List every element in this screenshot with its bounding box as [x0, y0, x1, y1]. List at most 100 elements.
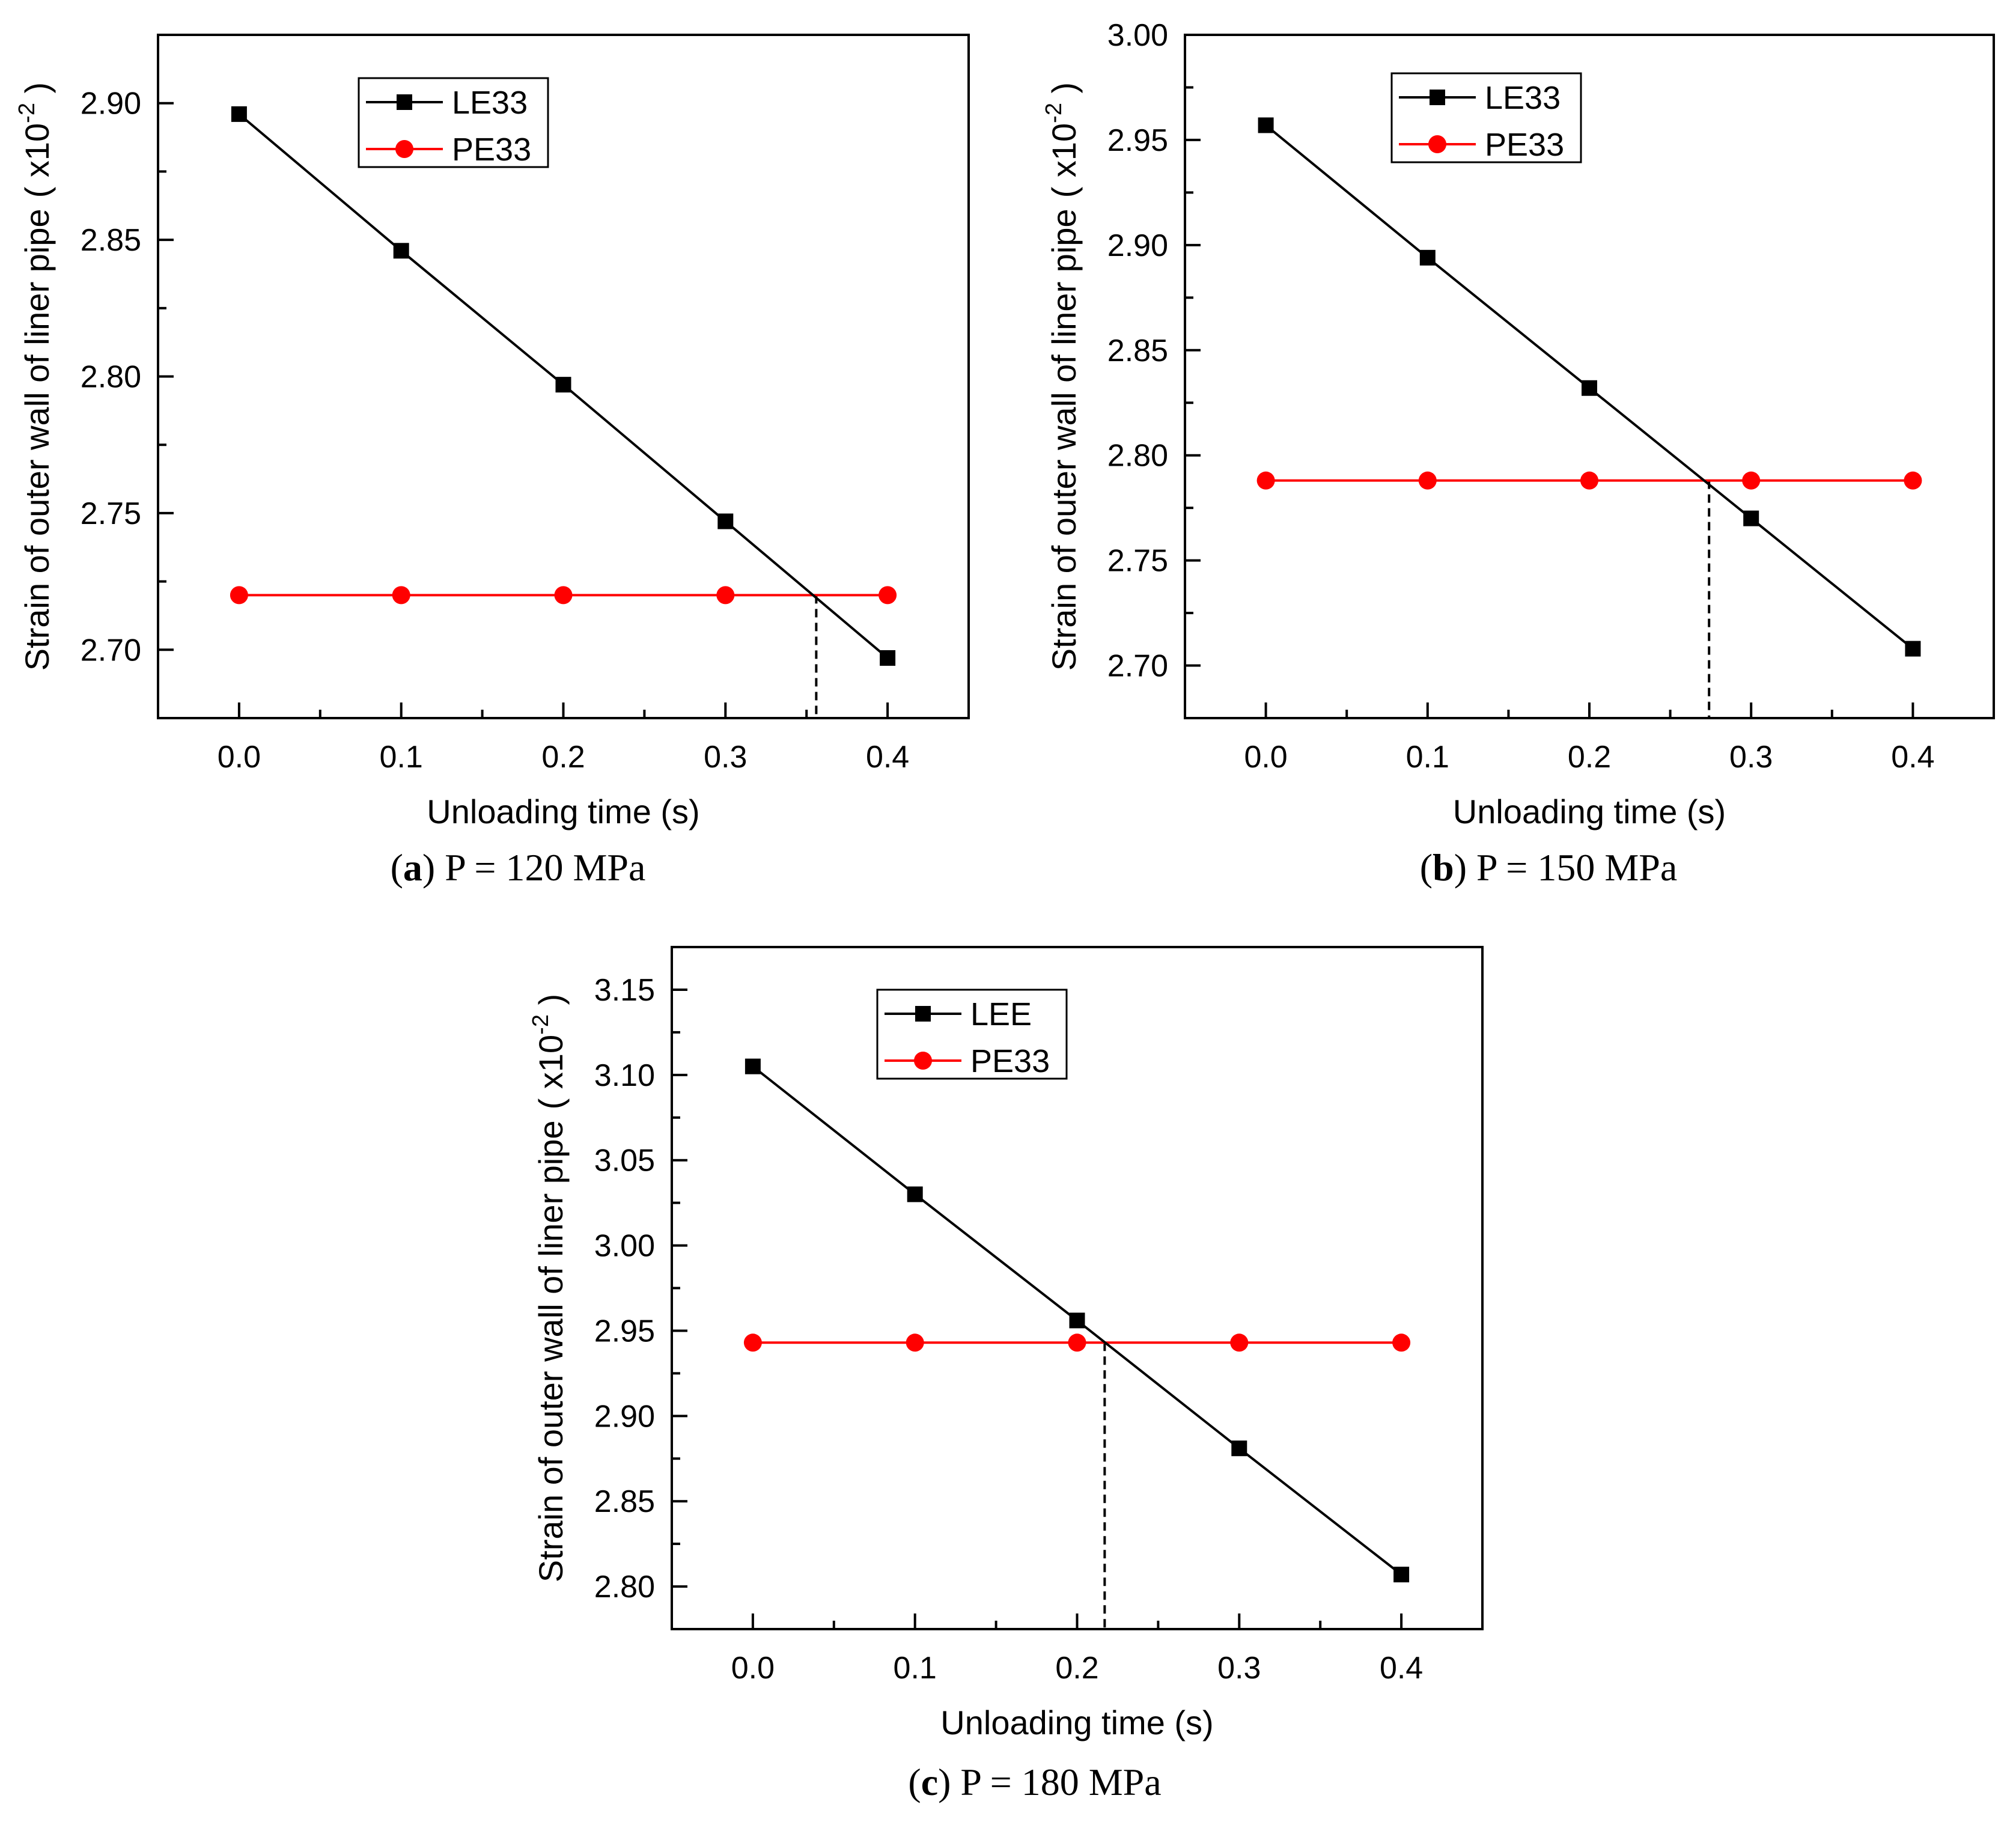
- data-point-pe33: [879, 586, 897, 605]
- data-point-le33: [717, 513, 734, 529]
- x-tick-label: 0.2: [541, 740, 585, 775]
- y-tick-label: 2.75: [81, 496, 141, 531]
- data-point-pe33: [1580, 471, 1598, 490]
- x-axis-label: Unloading time (s): [427, 793, 699, 830]
- caption-close-paren: ): [1454, 846, 1467, 889]
- legend-marker: [397, 94, 412, 110]
- x-tick-label: 0.2: [1568, 740, 1611, 775]
- caption-text: P = 120 MPa: [435, 846, 645, 889]
- legend-marker: [395, 140, 413, 158]
- panel-caption: (b) P = 150 MPa: [1420, 846, 1677, 889]
- data-point-pe33: [743, 1333, 762, 1352]
- plot-frame: [671, 946, 1484, 1630]
- data-point-le33: [393, 243, 409, 259]
- data-point-le33: [1419, 249, 1436, 266]
- data-point-le33: [231, 106, 247, 122]
- y-tick-label: 2.75: [1107, 544, 1168, 579]
- y-tick-label: 2.80: [1107, 439, 1168, 474]
- y-axis-label: Strain of outer wall of liner pipe ( x10-…: [528, 994, 570, 1582]
- x-tick-label: 0.3: [704, 740, 747, 775]
- caption-open-paren: (: [908, 1761, 921, 1803]
- y-axis-label-text: Strain of outer wall of liner pipe: [532, 1120, 570, 1582]
- y-axis-unit: ( x10: [1045, 123, 1083, 198]
- y-tick-label: 2.95: [594, 1314, 655, 1348]
- caption-letter: b: [1433, 846, 1454, 889]
- x-tick-label: 0.0: [1244, 740, 1287, 775]
- data-point-pe33: [1742, 471, 1761, 490]
- data-point-pe33: [230, 586, 248, 605]
- x-tick-label: 0.0: [218, 740, 261, 775]
- data-point-pe33: [392, 586, 410, 605]
- data-point-lee: [907, 1186, 923, 1202]
- y-tick-label: 2.85: [81, 223, 141, 258]
- x-tick-label: 0.1: [380, 740, 423, 775]
- caption-letter: a: [403, 846, 422, 889]
- y-axis-unit-close: ): [18, 82, 56, 103]
- y-axis-unit-exponent: -2: [14, 103, 40, 123]
- y-axis-label: Strain of outer wall of liner pipe ( x10-…: [1041, 82, 1083, 671]
- y-tick-label: 2.90: [594, 1399, 655, 1434]
- y-axis-unit: ( x10: [18, 123, 56, 198]
- data-point-pe33: [1392, 1333, 1411, 1352]
- x-tick-label: 0.0: [731, 1651, 775, 1686]
- data-point-le33: [555, 377, 571, 393]
- y-axis-unit-close: ): [1045, 82, 1083, 103]
- x-tick-label: 0.1: [1406, 740, 1449, 775]
- data-point-lee: [1069, 1312, 1085, 1329]
- y-tick-label: 2.85: [1107, 334, 1168, 368]
- y-tick-label: 3.10: [594, 1058, 655, 1093]
- legend-label: PE33: [452, 132, 531, 168]
- data-point-lee: [745, 1058, 761, 1074]
- y-axis-label: Strain of outer wall of liner pipe ( x10-…: [14, 82, 56, 671]
- y-tick-label: 2.80: [81, 360, 141, 395]
- data-point-lee: [1231, 1440, 1247, 1457]
- y-tick-label: 2.70: [81, 633, 141, 668]
- plot-frame: [157, 34, 970, 719]
- y-tick-label: 3.00: [594, 1229, 655, 1264]
- data-point-le33: [1258, 117, 1274, 133]
- x-tick-label: 0.4: [1891, 740, 1934, 775]
- y-tick-label: 2.70: [1107, 649, 1168, 684]
- y-axis-unit-exponent: -2: [1041, 103, 1067, 123]
- x-axis-label: Unloading time (s): [1453, 793, 1726, 830]
- x-tick-label: 0.4: [866, 740, 909, 775]
- y-tick-label: 2.90: [81, 87, 141, 121]
- x-tick-label: 0.3: [1217, 1651, 1261, 1686]
- y-tick-label: 3.05: [594, 1144, 655, 1178]
- y-tick-label: 2.80: [594, 1570, 655, 1604]
- data-point-le33: [1905, 641, 1921, 657]
- chart-panel-c: 0.0 0.1 0.2 0.3 0.4 2.80 2.85 2.90 2.95 3.00 3.05 3…: [528, 946, 1484, 1803]
- y-tick-label: 3.00: [1107, 18, 1168, 53]
- caption-letter: c: [921, 1761, 938, 1803]
- legend-label: PE33: [1485, 127, 1564, 163]
- legend-box: [1390, 72, 1582, 163]
- caption-open-paren: (: [1420, 846, 1433, 889]
- data-point-pe33: [1068, 1333, 1086, 1352]
- y-tick-label: 2.90: [1107, 228, 1168, 263]
- data-point-le33: [1743, 510, 1759, 526]
- data-point-pe33: [1230, 1333, 1249, 1352]
- panel-caption: (c) P = 180 MPa: [908, 1761, 1161, 1803]
- y-tick-label: 3.15: [594, 973, 655, 1008]
- y-axis-unit-close: ): [532, 994, 570, 1014]
- data-point-pe33: [906, 1333, 924, 1352]
- legend-label: PE33: [970, 1043, 1050, 1079]
- y-axis-label-text: Strain of outer wall of liner pipe: [18, 209, 56, 671]
- caption-close-paren: ): [422, 846, 435, 889]
- data-point-lee: [1393, 1567, 1410, 1583]
- data-point-pe33: [1904, 471, 1922, 490]
- data-point-pe33: [1256, 471, 1275, 490]
- legend-box: [358, 77, 549, 168]
- x-tick-label: 0.1: [894, 1651, 937, 1686]
- legend-label: LEE: [970, 996, 1032, 1032]
- caption-close-paren: ): [938, 1761, 951, 1803]
- legend-marker: [1428, 135, 1446, 153]
- legend-marker: [914, 1052, 932, 1070]
- x-tick-label: 0.3: [1729, 740, 1773, 775]
- y-axis-label-text: Strain of outer wall of liner pipe: [1045, 209, 1083, 671]
- legend-marker: [915, 1006, 931, 1022]
- x-tick-label: 0.2: [1055, 1651, 1098, 1686]
- legend-marker: [1430, 90, 1445, 105]
- x-tick-label: 0.4: [1380, 1651, 1423, 1686]
